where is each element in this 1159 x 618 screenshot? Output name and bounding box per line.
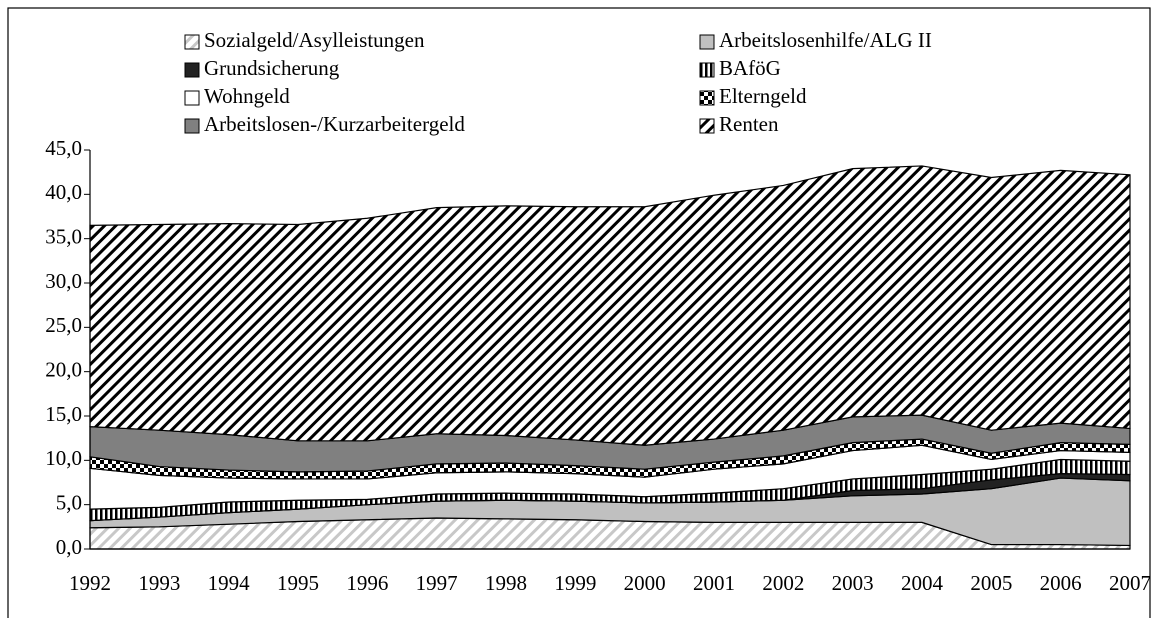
y-tick-label: 0,0: [56, 535, 82, 559]
y-tick-label: 10,0: [45, 446, 82, 470]
x-tick-label: 2001: [693, 571, 735, 595]
x-tick-label: 2006: [1040, 571, 1082, 595]
x-tick-label: 1994: [208, 571, 251, 595]
legend-label: BAföG: [719, 56, 781, 80]
y-tick-label: 40,0: [45, 180, 82, 204]
legend-swatch: [184, 90, 200, 106]
legend-label: Sozialgeld/Asylleistungen: [204, 28, 425, 52]
x-tick-label: 1993: [138, 571, 180, 595]
y-tick-label: 30,0: [45, 269, 82, 293]
y-tick-label: 25,0: [45, 313, 82, 337]
x-tick-label: 2007: [1109, 571, 1151, 595]
legend-label: Grundsicherung: [204, 56, 340, 80]
y-tick-label: 20,0: [45, 357, 82, 381]
x-tick-label: 2002: [762, 571, 804, 595]
legend-swatch: [699, 34, 715, 50]
legend-swatch: [699, 118, 715, 134]
x-tick-label: 1997: [416, 571, 458, 595]
area: [89, 165, 1131, 446]
legend-label: Arbeitslosen-/Kurzarbeitergeld: [204, 112, 465, 136]
legend-label: Renten: [719, 112, 779, 136]
legend-swatch: [184, 34, 200, 50]
x-tick-label: 2003: [832, 571, 874, 595]
y-tick-label: 5,0: [56, 490, 82, 514]
x-tick-label: 1992: [69, 571, 111, 595]
y-tick-label: 35,0: [45, 224, 82, 248]
legend-label: Elterngeld: [719, 84, 807, 108]
y-tick-label: 45,0: [45, 136, 82, 160]
x-tick-label: 2000: [624, 571, 666, 595]
legend-label: Arbeitslosenhilfe/ALG II: [719, 28, 932, 52]
x-tick-label: 2004: [901, 571, 944, 595]
frame: [7, 7, 1151, 618]
legend-swatch: [699, 62, 715, 78]
x-tick-label: 1999: [554, 571, 596, 595]
legend-label: Wohngeld: [204, 84, 290, 108]
legend-swatch: [184, 118, 200, 134]
x-tick-label: 2005: [970, 571, 1012, 595]
legend-swatch: [184, 62, 200, 78]
x-tick-label: 1996: [346, 571, 388, 595]
x-tick-label: 1995: [277, 571, 319, 595]
legend-swatch: [699, 90, 715, 106]
y-tick-label: 15,0: [45, 402, 82, 426]
x-tick-label: 1998: [485, 571, 527, 595]
